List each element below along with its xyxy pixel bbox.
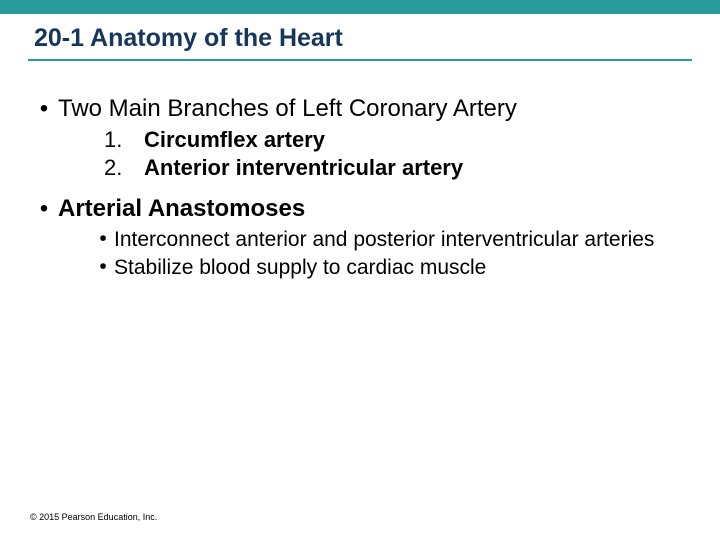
bullet-glyph: •: [30, 95, 58, 123]
numbered-list: 1. Circumflex artery 2. Anterior interve…: [30, 127, 720, 181]
bullet-glyph: •: [92, 255, 114, 279]
bullet-item: • Two Main Branches of Left Coronary Art…: [30, 95, 720, 123]
numbered-text: Circumflex artery: [144, 127, 325, 153]
copyright-text: © 2015 Pearson Education, Inc.: [30, 512, 157, 522]
numbered-text: Anterior interventricular artery: [144, 155, 463, 181]
number-label: 1.: [104, 127, 144, 153]
bullet-item: • Arterial Anastomoses: [30, 195, 720, 223]
sub-bullet-text: Stabilize blood supply to cardiac muscle: [114, 255, 486, 281]
slide-content: • Two Main Branches of Left Coronary Art…: [0, 61, 720, 282]
sub-bullet-text: Interconnect anterior and posterior inte…: [114, 227, 654, 253]
bullet-glyph: •: [92, 227, 114, 251]
bullet-text: Two Main Branches of Left Coronary Arter…: [58, 95, 517, 123]
top-accent-bar: [0, 0, 720, 14]
slide-title: 20-1 Anatomy of the Heart: [0, 14, 720, 59]
sub-bullet-item: • Stabilize blood supply to cardiac musc…: [92, 255, 720, 281]
bullet-text: Arterial Anastomoses: [58, 195, 305, 223]
bullet-glyph: •: [30, 195, 58, 223]
numbered-item: 1. Circumflex artery: [104, 127, 720, 153]
sub-bullet-item: • Interconnect anterior and posterior in…: [92, 227, 720, 253]
sub-bullet-list: • Interconnect anterior and posterior in…: [30, 227, 720, 282]
numbered-item: 2. Anterior interventricular artery: [104, 155, 720, 181]
number-label: 2.: [104, 155, 144, 181]
